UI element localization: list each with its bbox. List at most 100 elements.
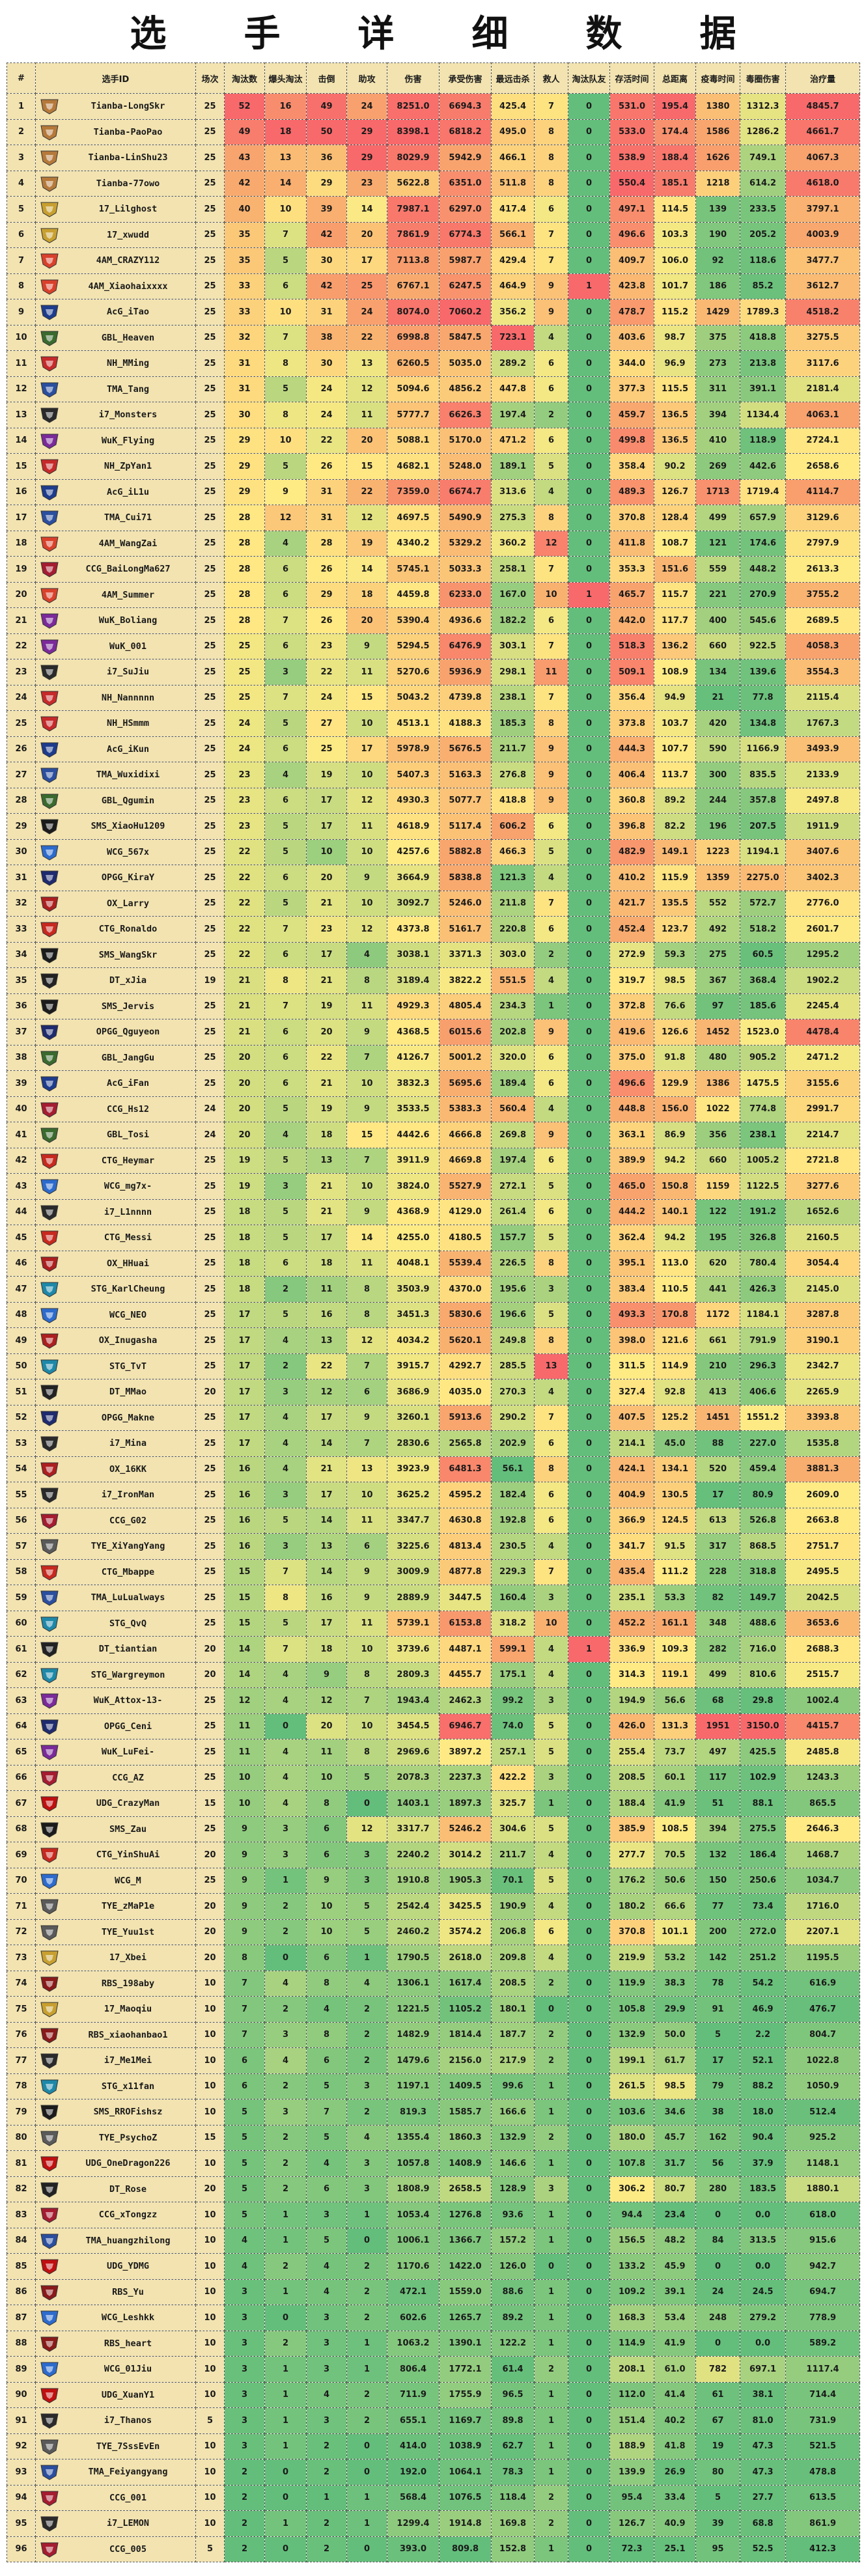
- games-cell: 25: [195, 1019, 225, 1046]
- rank-cell: 85: [7, 2253, 36, 2280]
- stat-cell: 275.5: [740, 1816, 786, 1842]
- stat-cell: 499.8: [609, 427, 654, 454]
- stat-cell: 115.5: [654, 376, 696, 402]
- games-cell: 25: [195, 607, 225, 634]
- games-cell: 25: [195, 324, 225, 351]
- stat-cell: 21: [224, 967, 265, 994]
- team-logo-icon: [38, 2489, 61, 2507]
- stat-cell: 3554.3: [785, 659, 860, 686]
- stat-cell: 2181.4: [785, 376, 860, 402]
- stat-cell: 11: [346, 1250, 387, 1277]
- stat-cell: 211.8: [491, 890, 535, 917]
- rank-cell: 47: [7, 1276, 36, 1303]
- player-cell: i7_Mina: [35, 1430, 196, 1457]
- teamkill-cell: 0: [568, 787, 610, 814]
- stat-cell: 21: [224, 1019, 265, 1046]
- stat-cell: 1355.4: [387, 2124, 440, 2151]
- stat-cell: 3: [264, 659, 307, 686]
- team-logo-icon: [38, 843, 61, 861]
- games-cell: 20: [195, 1893, 225, 1920]
- stat-cell: 279.2: [740, 2305, 786, 2331]
- stat-cell: 2.2: [740, 2021, 786, 2048]
- games-cell: 25: [195, 1456, 225, 1482]
- stat-cell: 4035.0: [439, 1379, 492, 1406]
- stat-cell: 233.5: [740, 196, 786, 223]
- team-logo-icon: [38, 868, 61, 887]
- stat-cell: 9: [306, 1867, 347, 1894]
- teamkill-cell: 0: [568, 1122, 610, 1148]
- stat-cell: 133.2: [609, 2253, 654, 2280]
- player-cell: GBL_Qgumin: [35, 787, 196, 814]
- teamkill-cell: 0: [568, 1507, 610, 1534]
- team-logo-icon: [38, 637, 61, 656]
- table-row: 52 OPGG_Makne 25 17 4 17 9 3260.1 5913.6 290.2 7 0 4…: [7, 1404, 860, 1431]
- stat-cell: 5: [534, 1225, 568, 1251]
- teamkill-cell: 0: [568, 2278, 610, 2305]
- stat-cell: 12: [346, 505, 387, 531]
- games-cell: 25: [195, 1764, 225, 1791]
- table-row: 70 WCG_M 25 9 1 9 3 1910.8 1905.3 70.1 5 0 176.2 50.6…: [7, 1867, 860, 1894]
- team-logo-icon: [38, 1486, 61, 1504]
- stat-cell: 77: [695, 1893, 740, 1920]
- stat-cell: 0.0: [740, 2253, 786, 2280]
- stat-cell: 3454.5: [387, 1713, 440, 1739]
- stat-cell: 16: [306, 1301, 347, 1328]
- stat-cell: 195.4: [654, 93, 696, 120]
- stat-cell: 480: [695, 1044, 740, 1071]
- rank-cell: 58: [7, 1558, 36, 1585]
- team-logo-icon: [38, 534, 61, 553]
- team-logo-icon: [38, 2103, 61, 2121]
- stat-cell: 348: [695, 1610, 740, 1637]
- stat-cell: 7: [534, 890, 568, 917]
- stat-cell: 192.0: [387, 2459, 440, 2486]
- stat-cell: 2: [306, 2459, 347, 2486]
- team-logo-icon: [38, 97, 61, 115]
- team-logo-icon: [38, 1177, 61, 1195]
- stat-cell: 96.9: [654, 350, 696, 377]
- rank-cell: 64: [7, 1713, 36, 1739]
- teamkill-cell: 0: [568, 1276, 610, 1303]
- stat-cell: 1064.1: [439, 2459, 492, 2486]
- stat-cell: 1057.8: [387, 2150, 440, 2177]
- stat-cell: 78.3: [491, 2459, 535, 2486]
- stat-cell: 16: [224, 1507, 265, 1534]
- stat-cell: 139.9: [609, 2459, 654, 2486]
- player-cell: SMS_RROFishsz: [35, 2099, 196, 2126]
- stat-cell: 4067.3: [785, 145, 860, 171]
- stat-cell: 418.8: [740, 324, 786, 351]
- stat-cell: 3: [346, 1842, 387, 1868]
- stat-cell: 1172: [695, 1301, 740, 1328]
- stat-cell: 38.3: [654, 1970, 696, 1997]
- stat-cell: 4: [264, 1430, 307, 1457]
- stat-cell: 5987.7: [439, 247, 492, 274]
- stat-cell: 19: [306, 993, 347, 1019]
- rank-cell: 57: [7, 1533, 36, 1560]
- player-cell: CCG_xTongzz: [35, 2202, 196, 2228]
- teamkill-cell: 0: [568, 2227, 610, 2254]
- stat-cell: 3: [534, 1687, 568, 1714]
- stat-cell: 4877.8: [439, 1558, 492, 1585]
- games-cell: 25: [195, 478, 225, 505]
- stat-cell: 13: [306, 1147, 347, 1174]
- table-row: 28 GBL_Qgumin 25 23 6 17 12 4930.3 5077.7 418.8 9 0…: [7, 787, 860, 814]
- stat-cell: 60.1: [654, 1764, 696, 1791]
- stat-cell: 114.5: [654, 196, 696, 223]
- stat-cell: 251.2: [740, 1945, 786, 1971]
- table-row: 19 CCG_BaiLongMa627 25 28 6 26 14 5745.1 5033.3 2…: [7, 556, 860, 583]
- stat-cell: 121.6: [654, 1327, 696, 1354]
- stat-cell: 29: [306, 581, 347, 608]
- teamkill-cell: 0: [568, 170, 610, 197]
- stat-cell: 8: [264, 350, 307, 377]
- player-cell: UDG_YDMG: [35, 2253, 196, 2280]
- stat-cell: 497.1: [609, 196, 654, 223]
- stat-cell: 9: [534, 736, 568, 762]
- stat-cell: 2: [346, 2305, 387, 2331]
- stat-cell: 12: [346, 1327, 387, 1354]
- player-name: WCG_567x: [106, 846, 150, 857]
- stat-cell: 8074.0: [387, 299, 440, 325]
- stat-cell: 409.7: [609, 247, 654, 274]
- stat-cell: 492: [695, 916, 740, 943]
- table-row: 22 WuK_001 25 25 6 23 9 5294.5 6476.9 303.1 7 0 518.…: [7, 633, 860, 659]
- stat-cell: 20: [306, 1019, 347, 1046]
- stat-cell: 1: [346, 2484, 387, 2511]
